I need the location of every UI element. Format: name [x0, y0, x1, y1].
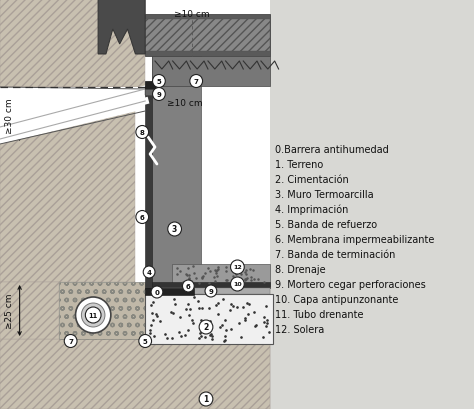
Text: 10. Capa antipunzonante: 10. Capa antipunzonante: [274, 294, 398, 304]
Bar: [152, 55, 201, 289]
Text: 12: 12: [233, 265, 242, 270]
Circle shape: [136, 126, 149, 139]
Bar: [0, 282, 59, 339]
Circle shape: [151, 286, 163, 298]
Bar: [172, 264, 270, 286]
Bar: [145, 15, 270, 57]
Text: 9. Mortero cegar perforaciones: 9. Mortero cegar perforaciones: [274, 279, 426, 289]
Text: 9: 9: [156, 92, 161, 98]
Text: 8: 8: [140, 130, 145, 136]
Text: 11: 11: [89, 312, 98, 318]
Text: 8. Drenaje: 8. Drenaje: [274, 264, 325, 274]
Circle shape: [190, 75, 202, 88]
Circle shape: [136, 211, 149, 224]
Bar: [152, 57, 270, 87]
Bar: [145, 82, 155, 90]
Text: 2. Cimentación: 2. Cimentación: [274, 175, 348, 184]
Circle shape: [143, 266, 155, 278]
Polygon shape: [0, 88, 145, 145]
Text: 4. Imprimación: 4. Imprimación: [274, 204, 348, 215]
Circle shape: [230, 277, 244, 291]
Text: 5. Banda de refuerzo: 5. Banda de refuerzo: [274, 220, 377, 229]
Text: 6: 6: [186, 283, 191, 289]
Text: ≥30 cm: ≥30 cm: [5, 98, 14, 133]
Bar: [145, 90, 155, 96]
Text: ≥10 cm: ≥10 cm: [167, 98, 202, 107]
Circle shape: [85, 307, 101, 323]
Bar: [0, 0, 145, 88]
Polygon shape: [98, 0, 145, 55]
Bar: [145, 294, 273, 344]
Circle shape: [199, 392, 213, 406]
Bar: [0, 0, 270, 409]
Bar: [152, 288, 270, 294]
Bar: [145, 20, 270, 52]
Bar: [172, 284, 270, 409]
Bar: [145, 88, 152, 96]
Bar: [145, 288, 194, 295]
Text: 9: 9: [209, 288, 213, 294]
Text: 3. Muro Termoarcilla: 3. Muro Termoarcilla: [274, 189, 374, 200]
Text: 1. Terreno: 1. Terreno: [274, 160, 323, 170]
Circle shape: [139, 335, 152, 348]
Text: 0.Barrera antihumedad: 0.Barrera antihumedad: [274, 145, 388, 155]
Circle shape: [168, 222, 182, 236]
Text: 4: 4: [146, 270, 152, 275]
Text: 7: 7: [68, 338, 73, 344]
Circle shape: [230, 261, 244, 274]
Text: 11. Tubo drenante: 11. Tubo drenante: [274, 309, 363, 319]
Bar: [59, 282, 145, 339]
Bar: [145, 88, 152, 289]
Text: 0: 0: [155, 289, 159, 295]
Circle shape: [199, 320, 213, 334]
Text: 7. Banda de terminación: 7. Banda de terminación: [274, 249, 395, 259]
Circle shape: [75, 297, 111, 333]
Text: 3: 3: [172, 225, 177, 234]
Circle shape: [153, 75, 165, 88]
Circle shape: [64, 335, 77, 348]
Text: 5: 5: [143, 338, 147, 344]
Bar: [152, 282, 270, 288]
Text: 2: 2: [203, 323, 209, 332]
Text: 6. Membrana impermeabilizante: 6. Membrana impermeabilizante: [274, 234, 434, 245]
Bar: [0, 339, 270, 409]
Text: 1: 1: [203, 395, 209, 404]
Text: 5: 5: [156, 79, 161, 85]
Text: 6: 6: [140, 214, 145, 220]
Circle shape: [182, 280, 194, 292]
Bar: [0, 88, 136, 282]
Circle shape: [153, 88, 165, 101]
Circle shape: [82, 303, 105, 327]
Text: ≥10 cm: ≥10 cm: [174, 10, 210, 19]
Text: 7: 7: [194, 79, 199, 85]
Text: 12. Solera: 12. Solera: [274, 324, 324, 334]
Circle shape: [205, 285, 217, 297]
Text: ≥25 cm: ≥25 cm: [5, 292, 14, 328]
Text: 10: 10: [233, 282, 242, 287]
